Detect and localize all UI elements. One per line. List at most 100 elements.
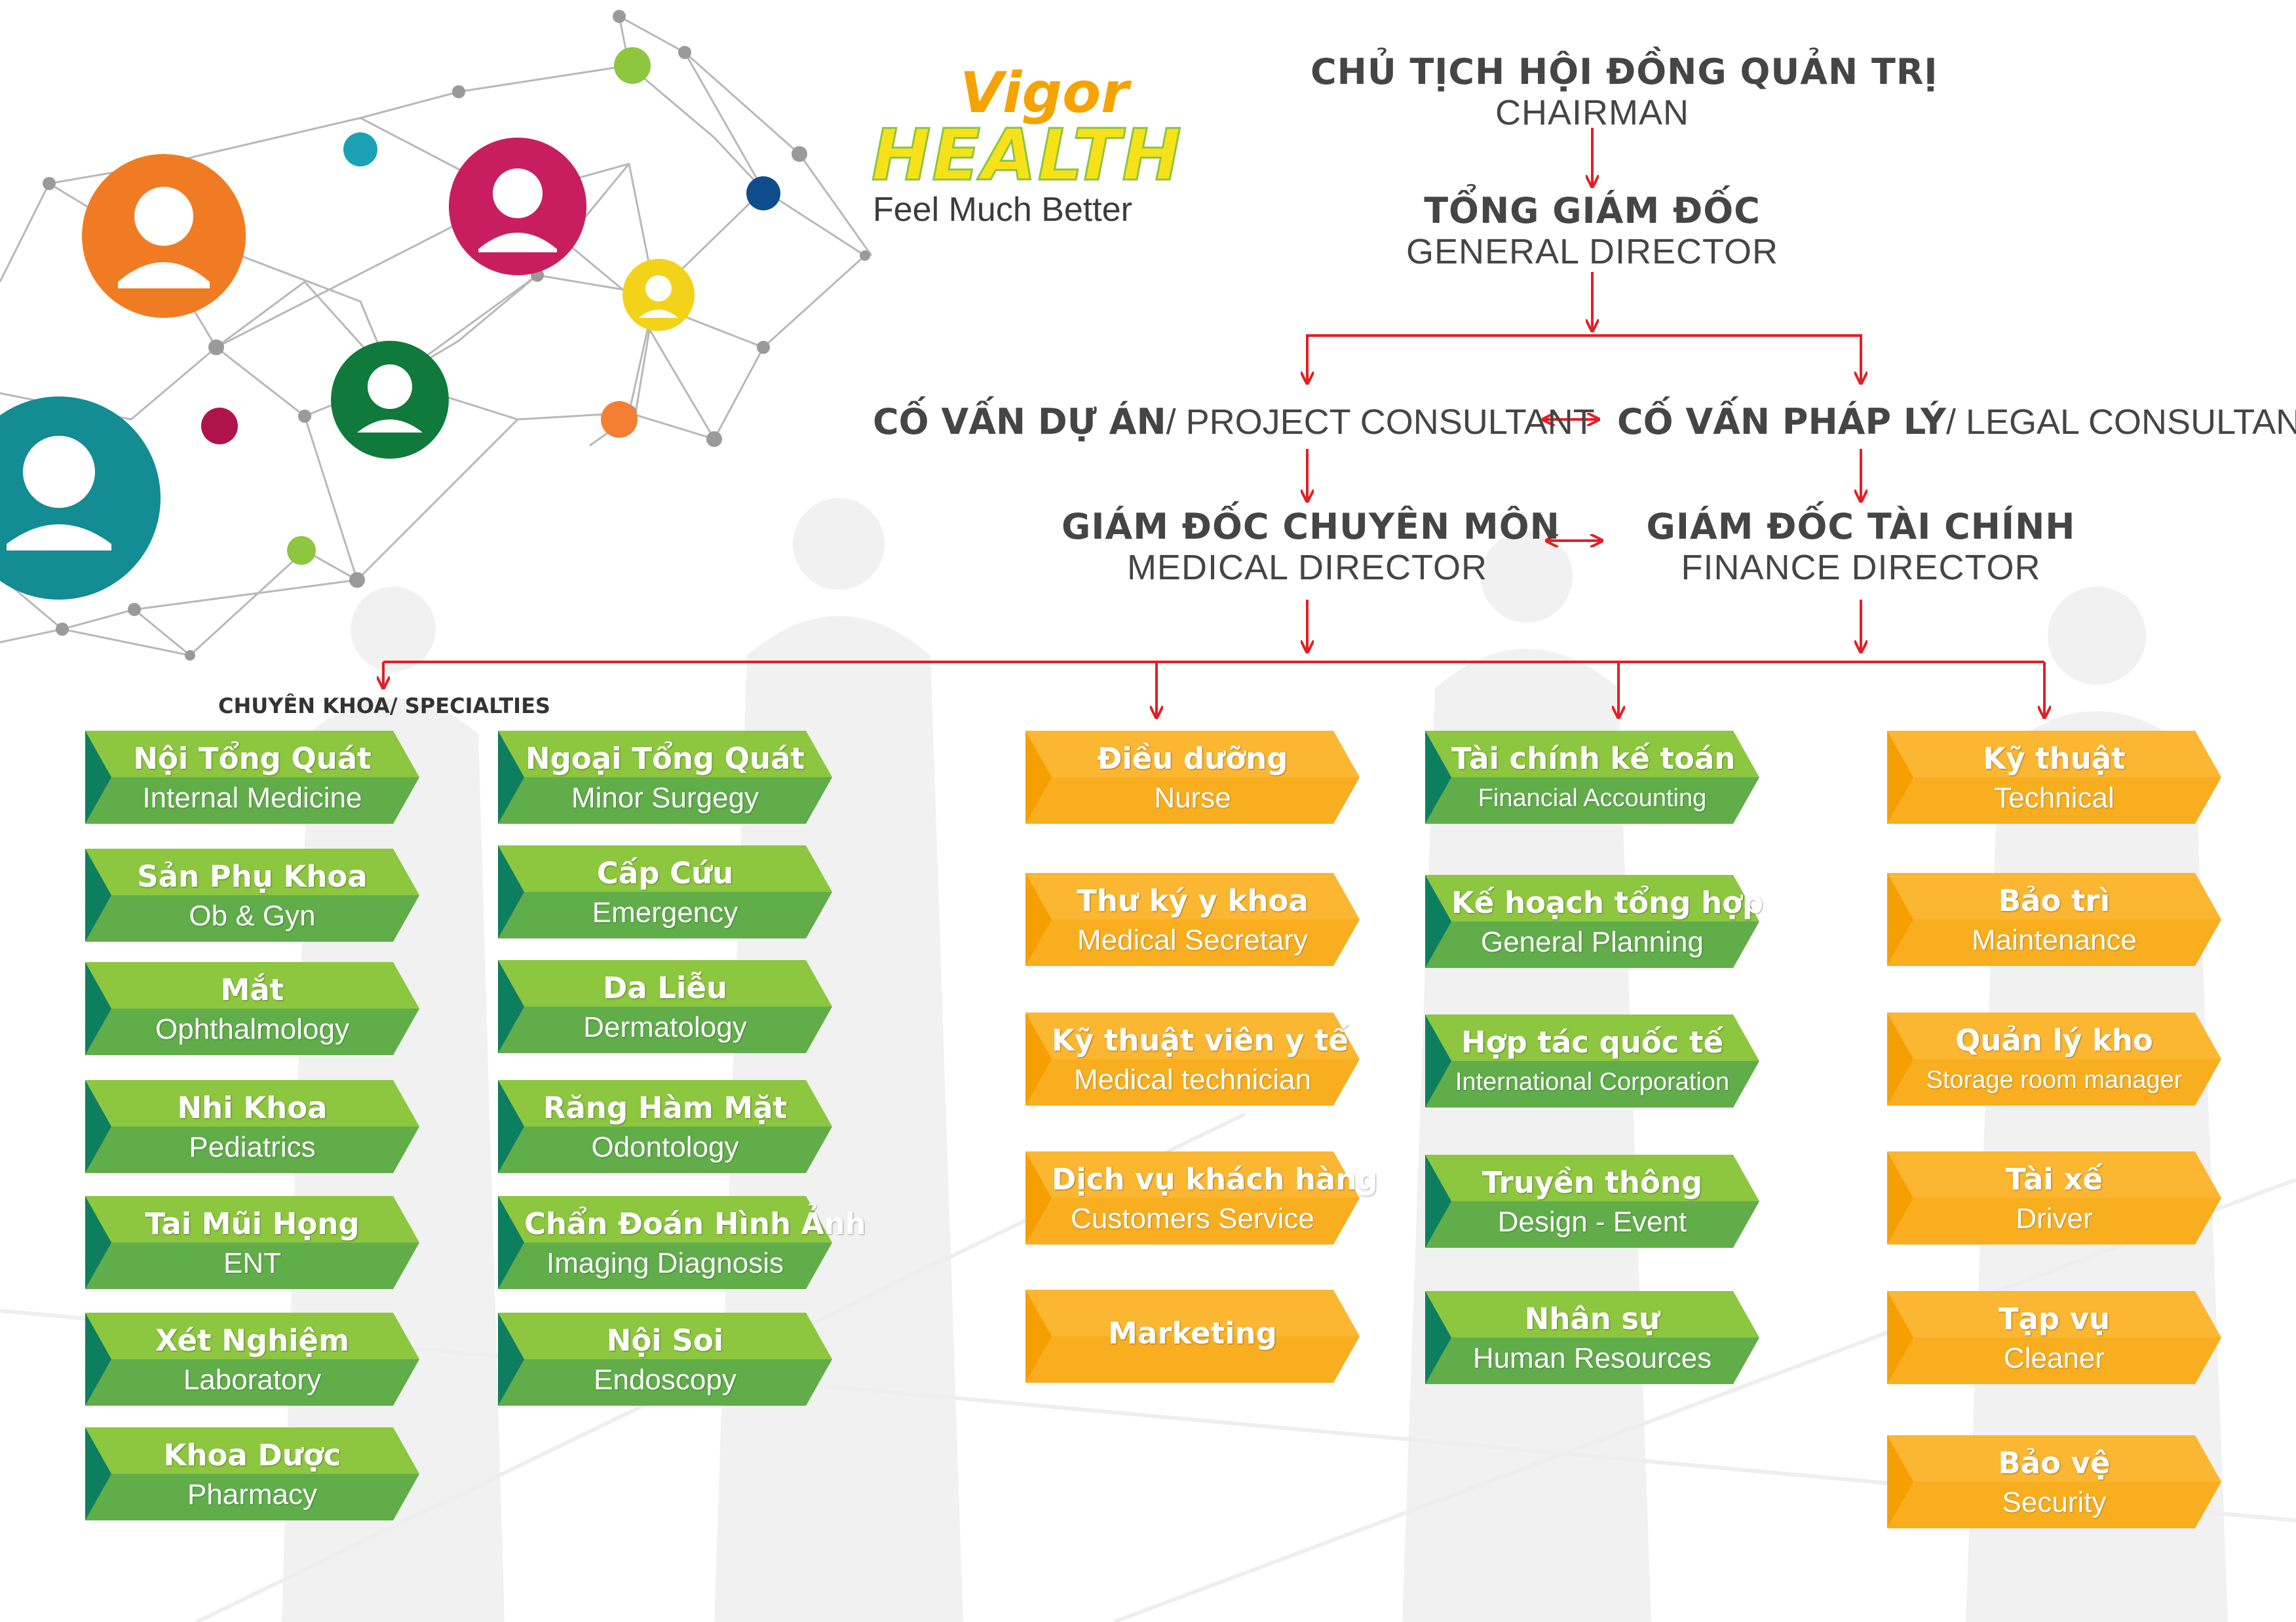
specialties-title: CHUYÊN KHOA/ SPECIALTIES [218,693,550,718]
box-title-en: Dermatology [583,1011,747,1043]
box-title-vi: Sản Phụ Khoa [137,859,368,894]
box-title-en: Imaging Diagnosis [546,1247,784,1279]
box-title-en: Cleaner [2003,1342,2105,1374]
operations-box: Bảo vệ Security [1887,1435,2221,1528]
logo-health: HEALTH [871,114,1183,198]
operations-box: Bảo trì Maintenance [1887,873,2221,966]
box-title-en: Maintenance [1972,924,2137,956]
box-title-en: Medical technician [1074,1064,1311,1096]
operations-box: Tạp vụ Cleaner [1887,1291,2221,1384]
box-title-vi: Xét Nghiệm [155,1323,349,1358]
box-title-en: Human Resources [1472,1342,1712,1374]
box-title-vi: Kế hoạch tổng hợp [1451,885,1764,920]
finance-dept-box: Kế hoạch tổng hợp General Planning [1425,875,1764,968]
avatar-green [331,341,449,459]
box-title-vi: Marketing [1108,1316,1277,1351]
legal-consultant-en: / LEGAL CONSULTANT [1945,402,2296,442]
medical-support-box: Thư ký y khoa Medical Secretary [1025,873,1360,966]
box-title-vi: Truyền thông [1482,1165,1703,1200]
box-title-vi: Ngoại Tổng Quát [526,741,805,776]
box-title-en: International Corporation [1455,1068,1730,1096]
finance-dept-box: Tài chính kế toán Financial Accounting [1425,731,1759,824]
logo-tagline: Feel Much Better [873,191,1132,229]
specialties-col2-box: Nội Soi Endoscopy [498,1313,832,1406]
specialties-col2-box: Chẩn Đoán Hình Ảnh Imaging Diagnosis [498,1196,866,1289]
specialties-col2-box: Da Liễu Dermatology [498,960,832,1053]
medical-director-node: GIÁM ĐỐC CHUYÊN MÔN MEDICAL DIRECTOR [1062,506,1560,588]
general-director-en: GENERAL DIRECTOR [1406,232,1779,271]
box-title-en: ENT [223,1247,281,1279]
specialties-col2-box: Răng Hàm Mặt Odontology [498,1080,832,1173]
box-title-vi: Nhân sự [1524,1302,1660,1336]
box-title-vi: Hợp tác quốc tế [1461,1025,1724,1060]
box-title-vi: Khoa Dược [163,1438,341,1473]
box-title-vi: Tài xế [2005,1162,2103,1197]
specialties-col1-box: Xét Nghiệm Laboratory [85,1313,419,1406]
medical-support-box: Điều dưỡng Nurse [1025,731,1360,824]
box-title-vi: Bảo trì [1998,883,2111,918]
box-title-vi: Nội Soi [606,1323,724,1358]
specialties-col1-box: Tai Mũi Họng ENT [85,1196,419,1289]
box-title-vi: Bảo vệ [1998,1446,2111,1480]
operations-box: Tài xế Driver [1887,1151,2221,1245]
box-title-vi: Mắt [220,973,284,1007]
finance-director-node: GIÁM ĐỐC TÀI CHÍNH FINANCE DIRECTOR [1632,506,2090,588]
box-title-en: Design - Event [1497,1206,1687,1238]
box-title-vi: Da Liễu [602,971,728,1005]
medical-director-vi: GIÁM ĐỐC CHUYÊN MÔN [1062,506,1560,547]
box-title-en: Medical Secretary [1077,924,1309,956]
box-title-en: Storage room manager [1926,1066,2183,1094]
chairman-en: CHAIRMAN [1495,93,1689,132]
box-title-en: Financial Accounting [1478,784,1707,812]
box-title-vi: Nhi Khoa [177,1091,328,1125]
medical-support-box: Dịch vụ khách hàng Customers Service [1025,1151,1378,1245]
medical-support-box: Kỹ thuật viên y tế Medical technician [1025,1013,1360,1106]
box-title-en: Driver [2016,1203,2093,1235]
operations-box: Quản lý kho Storage room manager [1887,1013,2221,1106]
box-title-vi: Cấp Cứu [596,856,734,891]
box-title-en: Nurse [1154,782,1231,814]
box-title-en: Technical [1994,782,2114,814]
box-title-en: Ophthalmology [155,1013,349,1045]
box-title-en: Internal Medicine [142,782,362,814]
general-director-vi: TỔNG GIÁM ĐỐC [1424,190,1761,231]
avatar-magenta [449,138,586,275]
medical-director-en: MEDICAL DIRECTOR [1126,548,1488,587]
finance-director-en: FINANCE DIRECTOR [1681,548,2041,587]
box-title-en: Ob & Gyn [189,900,316,932]
chairman-node: CHỦ TỊCH HỘI ĐỒNG QUẢN TRỊ CHAIRMAN [1311,51,1938,133]
specialties-col1-box: Nội Tổng Quát Internal Medicine [85,731,419,824]
box-title-en: Customers Service [1071,1203,1314,1235]
general-director-node: TỔNG GIÁM ĐỐC GENERAL DIRECTOR [1363,190,1822,272]
box-title-en: Emergency [592,897,738,929]
legal-consultant-node: CỐ VẤN PHÁP LÝ/ LEGAL CONSULTANT [1617,401,2296,442]
box-title-en: Pediatrics [189,1131,316,1163]
specialties-col2-box: Ngoại Tổng Quát Minor Surgegy [498,731,832,824]
avatar-teal [0,396,161,600]
box-title-en: Security [2002,1486,2107,1518]
avatar-yellow [622,259,695,331]
medical-support-box: Marketing [1025,1290,1360,1383]
box-title-en: Minor Surgegy [571,782,759,814]
logo-vigor: Vigor [960,60,1129,126]
box-title-en: General Planning [1480,926,1704,958]
box-title-vi: Thư ký y khoa [1077,883,1309,918]
project-consultant-node: CỐ VẤN DỰ ÁN/ PROJECT CONSULTANT [873,401,1595,442]
box-title-vi: Tạp vụ [1998,1302,2111,1336]
specialties-col1-box: Mắt Ophthalmology [85,962,419,1055]
box-title-en: Laboratory [183,1364,322,1396]
box-title-vi: Quản lý kho [1955,1023,2153,1058]
specialties-col1-box: Nhi Khoa Pediatrics [85,1080,419,1173]
box-title-en: Endoscopy [594,1364,737,1396]
chairman-vi: CHỦ TỊCH HỘI ĐỒNG QUẢN TRỊ [1311,51,1938,92]
box-title-vi: Nội Tổng Quát [133,741,372,776]
operations-box: Kỹ thuật Technical [1887,731,2221,824]
box-title-vi: Kỹ thuật viên y tế [1052,1023,1349,1058]
box-title-vi: Tai Mũi Họng [145,1207,360,1241]
box-title-vi: Dịch vụ khách hàng [1052,1162,1378,1197]
legal-consultant-vi: CỐ VẤN PHÁP LÝ [1617,401,1946,442]
box-title-vi: Điều dưỡng [1097,741,1288,776]
box-title-en: Pharmacy [187,1478,318,1511]
